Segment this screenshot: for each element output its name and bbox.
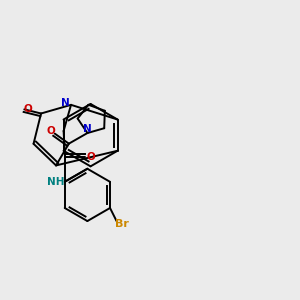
Text: N: N — [83, 124, 92, 134]
Text: N: N — [61, 98, 70, 108]
Text: O: O — [23, 104, 32, 114]
Text: NH: NH — [47, 177, 65, 187]
Text: Br: Br — [115, 219, 129, 229]
Text: O: O — [46, 126, 55, 136]
Text: O: O — [86, 152, 95, 162]
